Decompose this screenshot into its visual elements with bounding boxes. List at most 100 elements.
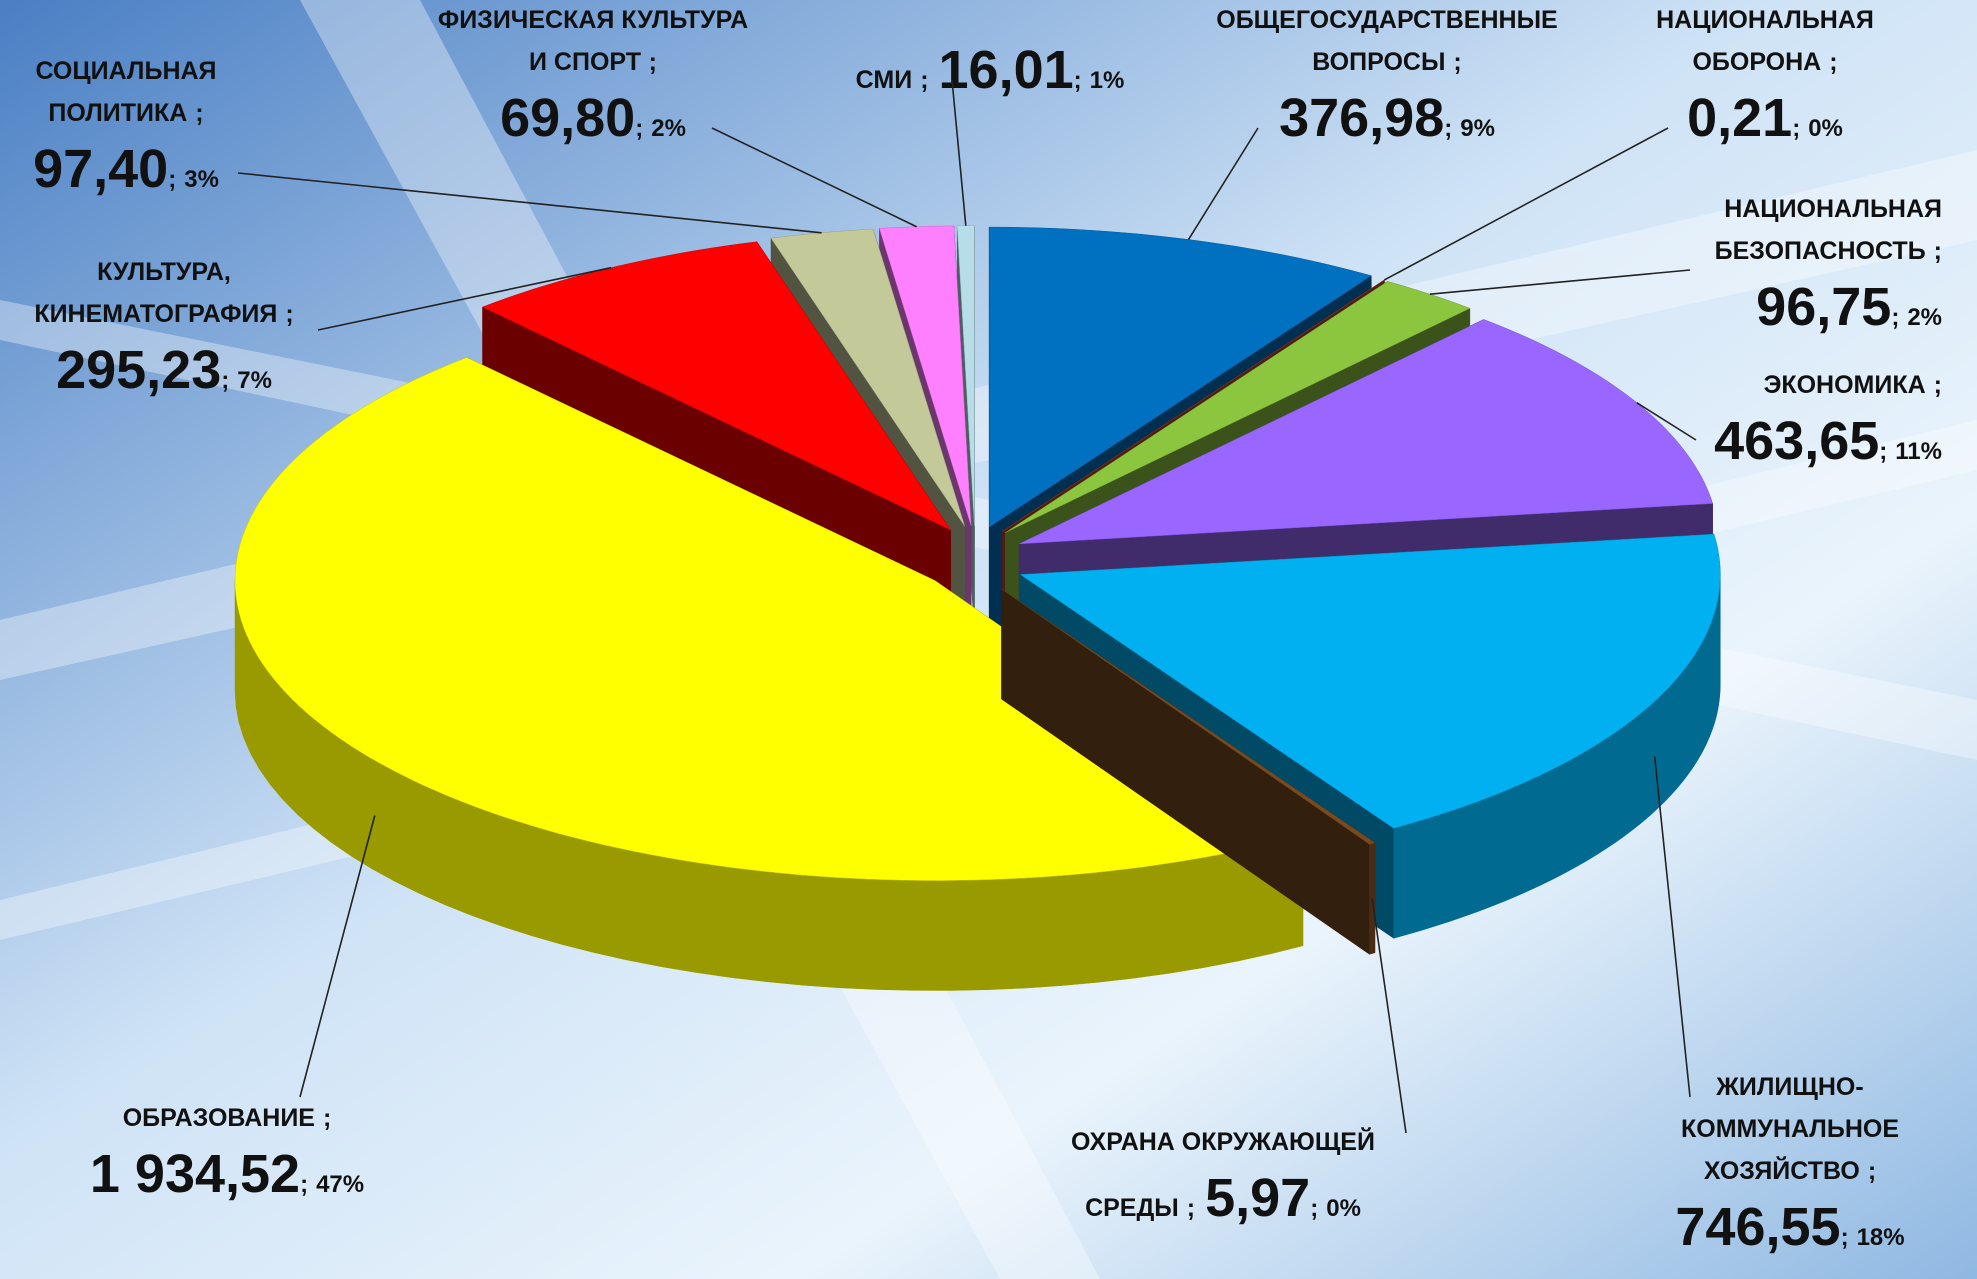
category-line: НАЦИОНАЛЬНАЯ [1724,195,1942,223]
category-label: ЭКОНОМИКА; [1764,371,1942,399]
value-line: СРЕДЫ; 5,97; 0% [1085,1168,1361,1228]
category-label: ОБОРОНА; [1692,48,1837,76]
leader-line [1371,898,1407,1134]
category-label: ХОЗЯЙСТВО; [1704,1155,1876,1185]
category-label: КОММУНАЛЬНОЕ [1681,1115,1899,1143]
separator: ; [1841,1224,1849,1251]
pie [234,225,1721,991]
value-line: 96,75; 2% [1756,277,1942,337]
category-line: ОБЩЕГОСУДАРСТВЕННЫЕ [1216,6,1557,34]
category-line: ЖИЛИЩНО- [1715,1073,1863,1101]
percent-label: 3% [184,166,219,193]
category-line: ОБРАЗОВАНИЕ [123,1104,315,1132]
separator: ; [649,48,657,76]
value-line: 1 934,52; 47% [90,1144,364,1204]
category-label: ПОЛИТИКА; [48,99,203,127]
separator: ; [1868,1157,1876,1185]
separator: ; [635,115,643,142]
separator: ; [195,99,203,127]
separator: ; [300,1171,308,1198]
value-line: 376,98; 9% [1279,88,1495,148]
value-line: 69,80; 2% [500,88,686,148]
separator: ; [168,166,176,193]
category-label: БЕЗОПАСНОСТЬ; [1715,237,1942,265]
slice [879,225,972,526]
separator: ; [285,300,293,328]
leader-line [1429,269,1691,296]
percent-label: 2% [1907,304,1942,331]
category-line: СРЕДЫ [1085,1194,1179,1222]
value-label: 16,01 [939,40,1074,100]
slice [1018,319,1714,545]
separator: ; [1792,115,1800,142]
percent-label: 11% [1895,438,1942,465]
percent-label: 9% [1460,115,1495,142]
separator: ; [1187,1194,1195,1222]
category-line: ЭКОНОМИКА [1764,371,1926,399]
separator: ; [1934,371,1942,399]
separator: ; [1453,48,1461,76]
category-line: НАЦИОНАЛЬНАЯ [1656,6,1874,34]
slice [234,357,1304,881]
category-label: КУЛЬТУРА, [97,258,231,286]
separator: ; [1829,48,1837,76]
percent-label: 2% [651,115,686,142]
category-label: ВОПРОСЫ; [1312,48,1462,76]
value-label: 463,65 [1714,411,1879,471]
slice [1019,533,1721,829]
category-line: ФИЗИЧЕСКАЯ КУЛЬТУРА [438,6,748,34]
category-label: И СПОРТ; [529,48,657,76]
category-line: ОХРАНА ОКРУЖАЮЩЕЙ [1071,1126,1375,1156]
category-label: ФИЗИЧЕСКАЯ КУЛЬТУРА [438,6,748,34]
separator: ; [1891,304,1899,331]
category-line: ПОЛИТИКА [48,99,187,127]
category-line: ХОЗЯЙСТВО [1704,1155,1860,1185]
category-label: ОБЩЕГОСУДАРСТВЕННЫЕ [1216,6,1557,34]
leader-line [1384,127,1669,281]
leader-line [237,172,822,234]
value-line: 463,65; 11% [1714,411,1942,471]
category-line: СОЦИАЛЬНАЯ [35,57,216,85]
category-label: СОЦИАЛЬНАЯ [35,57,216,85]
percent-label: 1% [1090,67,1125,94]
leader-line [951,79,967,226]
category-line: И СПОРТ [529,48,641,76]
category-label: НАЦИОНАЛЬНАЯ [1656,6,1874,34]
category-line: КИНЕМАТОГРАФИЯ [34,300,277,328]
value-label: 746,55 [1675,1197,1840,1257]
percent-label: 0% [1326,1195,1361,1222]
percent-label: 0% [1808,115,1843,142]
value-line: СМИ; 16,01; 1% [856,40,1125,100]
category-line: ОБОРОНА [1692,48,1821,76]
separator: ; [1074,67,1082,94]
value-label: 96,75 [1756,277,1891,337]
leader-line [1187,127,1259,240]
value-label: 376,98 [1279,88,1444,148]
value-label: 69,80 [500,88,635,148]
leader-line [711,127,917,228]
category-label: ОХРАНА ОКРУЖАЮЩЕЙ [1071,1126,1375,1156]
category-line: ВОПРОСЫ [1312,48,1445,76]
category-line: БЕЗОПАСНОСТЬ [1715,237,1926,265]
category-label: КИНЕМАТОГРАФИЯ; [34,300,293,328]
separator: ; [1879,438,1887,465]
leader-line [299,815,376,1098]
value-line: 0,21; 0% [1687,88,1843,148]
value-line: 97,40; 3% [33,139,219,199]
value-label: 1 934,52 [90,1144,300,1204]
separator: ; [221,367,229,394]
separator: ; [323,1104,331,1132]
percent-label: 7% [237,367,272,394]
separator: ; [1444,115,1452,142]
leader-line [1636,401,1697,441]
category-label: ОБРАЗОВАНИЕ; [123,1104,332,1132]
percent-label: 47% [316,1171,364,1198]
value-label: 5,97 [1205,1168,1310,1228]
percent-label: 18% [1857,1224,1905,1251]
category-label: НАЦИОНАЛЬНАЯ [1724,195,1942,223]
leader-line [317,266,612,331]
value-label: 0,21 [1687,88,1792,148]
value-label: 295,23 [56,340,221,400]
value-line: 746,55; 18% [1675,1197,1904,1257]
